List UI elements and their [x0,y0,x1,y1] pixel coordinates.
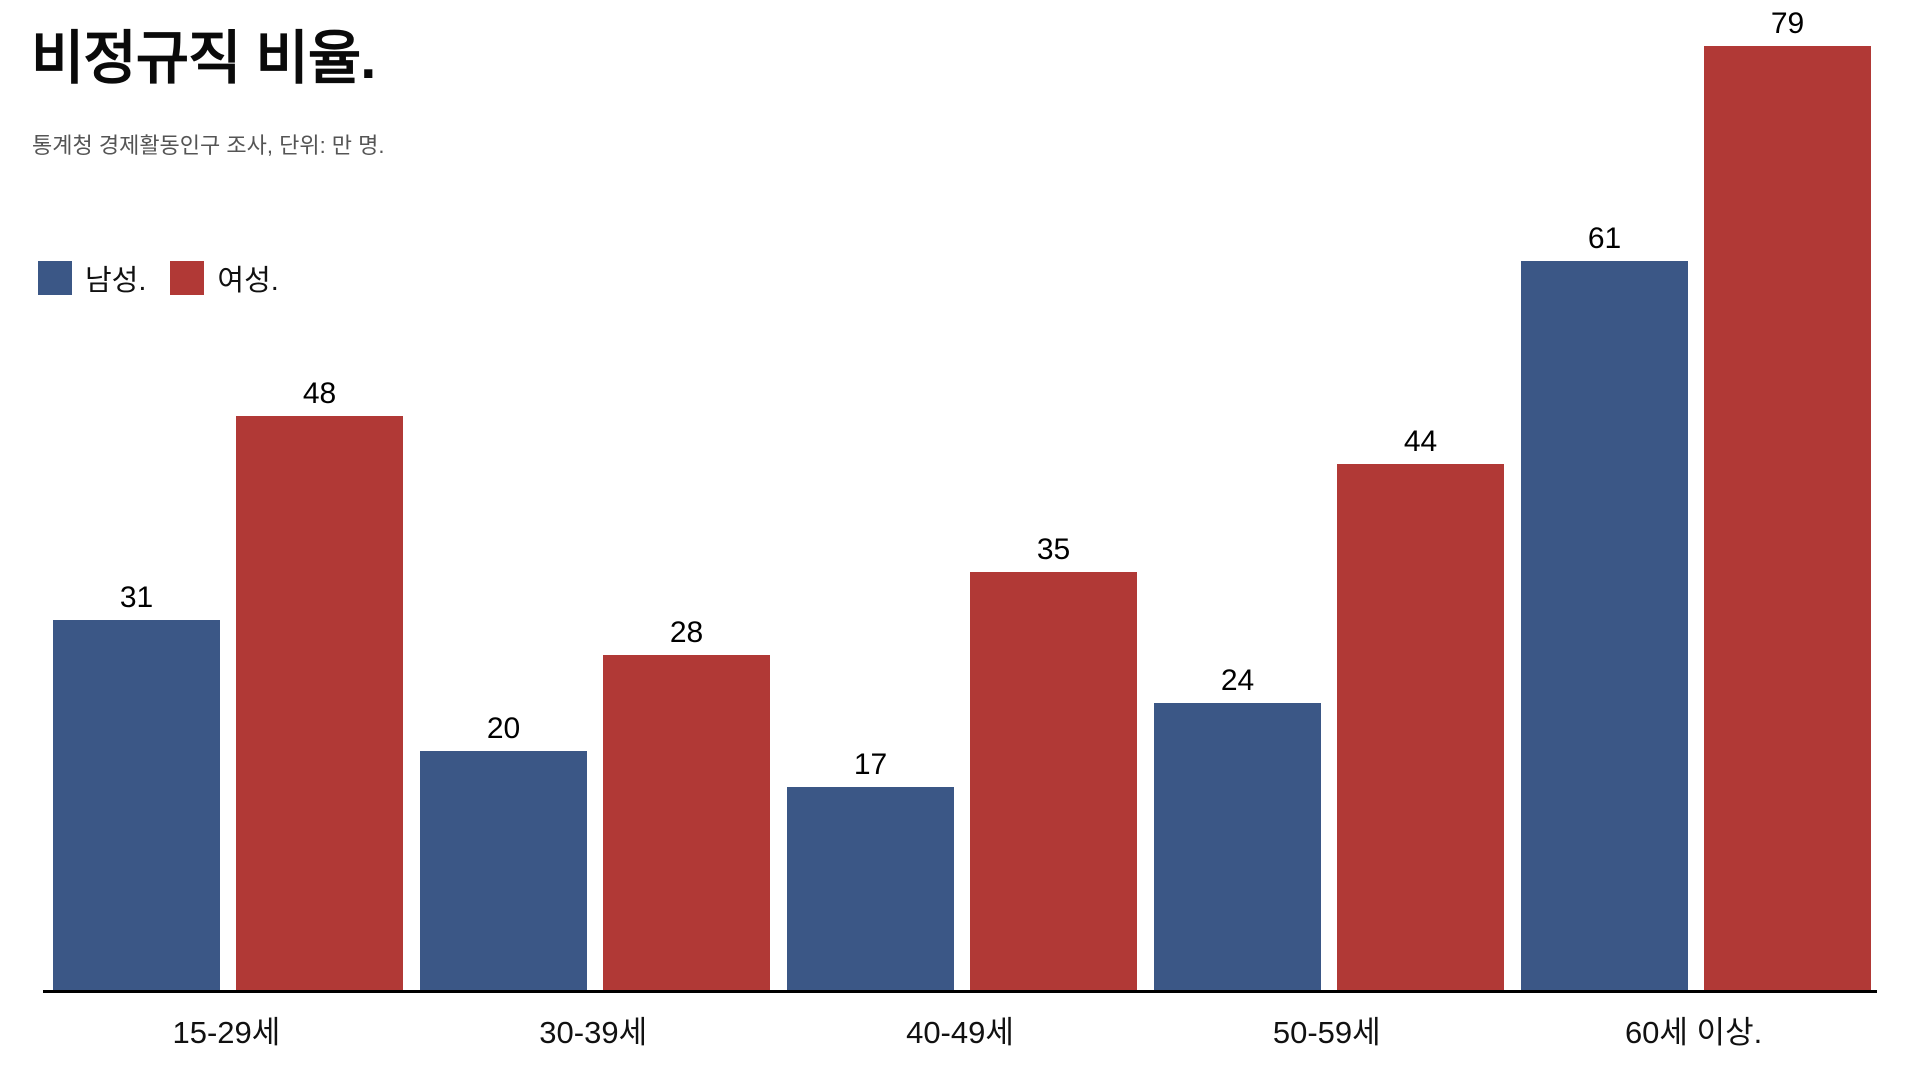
male-bar-column: 31 [53,583,220,990]
value-label: 17 [853,748,888,781]
female-bar [603,655,770,990]
bar-group-5: 61 79 [1511,9,1878,990]
bar-group-1: 31 48 [43,49,410,990]
male-bar [53,620,220,990]
page-title: 비정규직 비율. [31,26,376,91]
value-label: 79 [1770,7,1805,40]
x-axis-label: 50-59세 [1272,1015,1381,1050]
female-bar [970,572,1137,990]
female-bar-column: 44 [1337,427,1504,990]
legend-item-female: 여성. [170,257,279,299]
value-label: 61 [1587,222,1622,255]
bar-group-2: 20 28 [410,49,777,990]
x-axis-label: 30-39세 [539,1015,648,1050]
female-bar-column: 28 [603,618,770,990]
value-label: 48 [302,377,337,410]
value-label: 28 [669,616,704,649]
female-bar-column: 35 [970,535,1137,990]
legend-item-male: 남성. [38,257,146,299]
male-bar [420,751,587,990]
female-bar [1704,46,1871,990]
female-bar-column: 79 [1704,9,1871,990]
bar-group-4: 24 44 [1144,49,1511,990]
chart-legend: 남성. 여성. [38,257,279,299]
male-legend-swatch-icon [38,261,72,295]
value-label: 20 [486,712,521,745]
male-bar-column: 61 [1521,224,1688,990]
x-axis-label: 15-29세 [172,1015,281,1050]
male-bar-column: 17 [787,750,954,990]
male-bar [787,787,954,990]
value-label: 24 [1220,664,1255,697]
legend-label-male: 남성. [85,265,147,297]
x-axis: 15-29세 30-39세 40-49세 50-59세 60세 이상. [43,996,1877,1048]
x-axis-label: 60세 이상. [1624,1015,1763,1050]
female-legend-swatch-icon [170,261,205,295]
bar-chart-plot-area: 31 48 20 28 17 35 24 44 61 79 [43,9,1878,993]
male-bar [1154,703,1321,990]
value-label: 35 [1036,533,1071,566]
male-bar-column: 20 [420,714,587,990]
value-label: 31 [119,581,154,614]
legend-label-female: 여성. [217,265,279,297]
female-bar [236,416,403,990]
male-bar-column: 24 [1154,666,1321,990]
female-bar-column: 48 [236,379,403,990]
male-bar [1521,261,1688,990]
value-label: 44 [1403,425,1438,458]
x-axis-label: 40-49세 [906,1015,1014,1050]
bar-group-3: 17 35 [777,49,1144,990]
chart-subtitle: 통계청 경제활동인구 조사, 단위: 만 명. [32,133,385,158]
female-bar [1337,464,1504,990]
